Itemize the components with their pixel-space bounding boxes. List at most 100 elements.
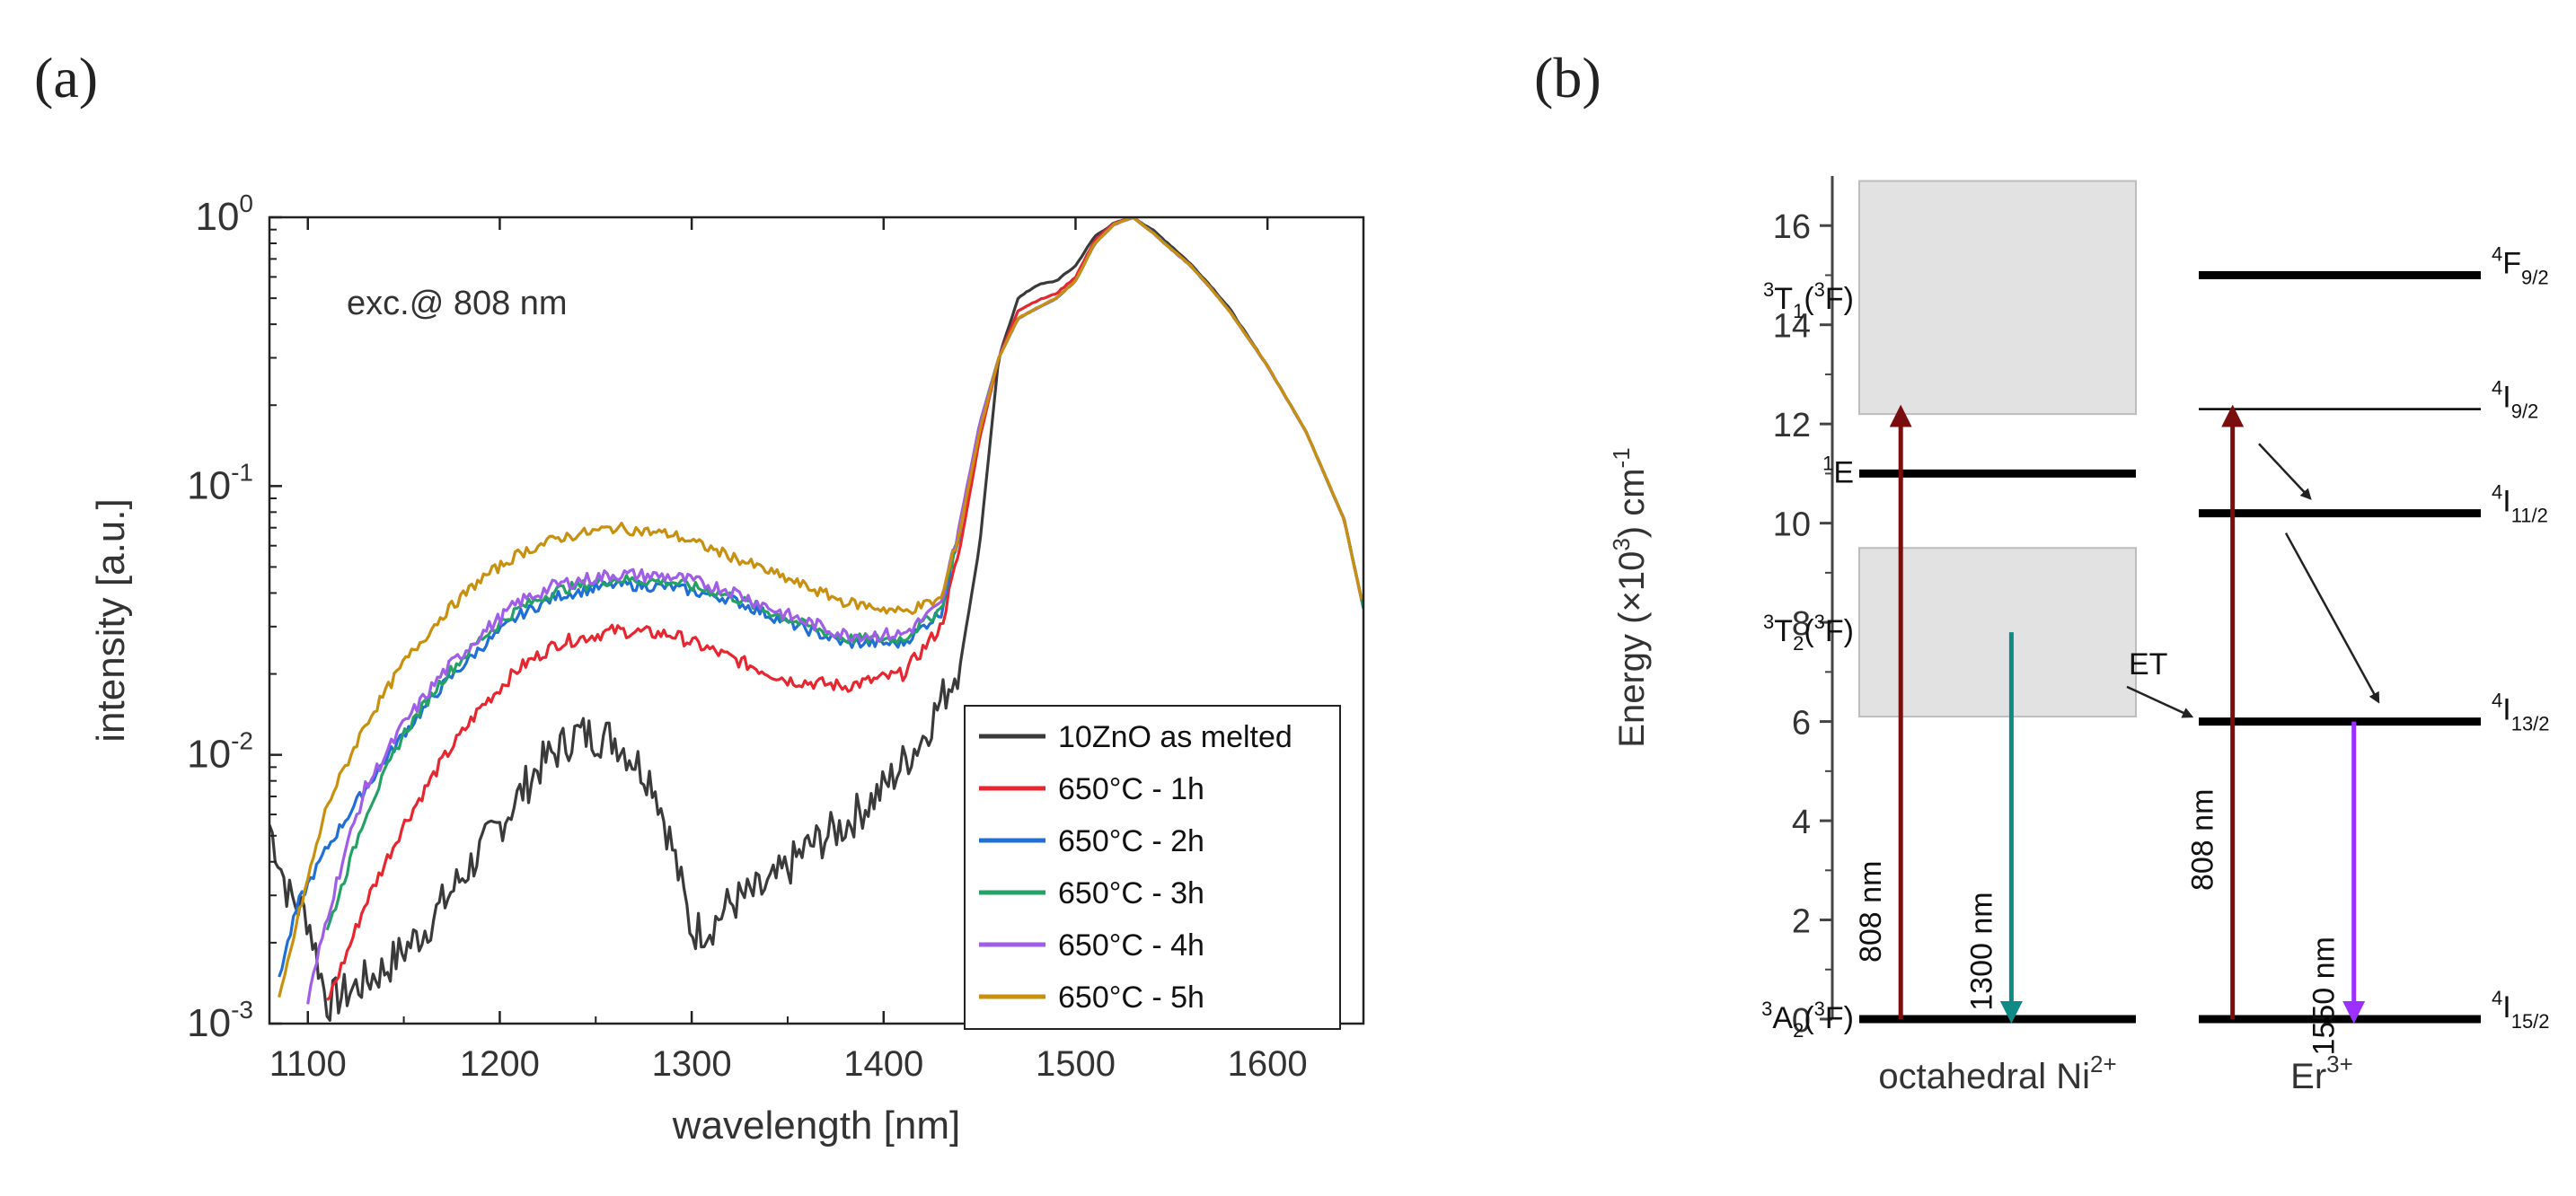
relaxation-arrow-2: [2284, 532, 2380, 704]
energy-title-tail: ) cm: [1612, 468, 1652, 538]
y-tick-label: 10-1: [187, 458, 253, 507]
er-level-label-4F9/2: 4F9/2: [2492, 242, 2549, 288]
ni-level-end: F): [1825, 282, 1854, 316]
ni-level-tail: (: [1804, 1001, 1814, 1035]
legend-label-5: 650°C - 5h: [1058, 981, 1204, 1015]
band-3T1-band: [1858, 180, 2137, 416]
band-3T2-band: [1858, 547, 2137, 718]
er-level-label-4I9/2: 4I9/2: [2492, 377, 2538, 423]
er-level-label-4I11/2: 4I11/2: [2492, 481, 2548, 527]
ni-level-pre: 3: [1763, 278, 1774, 301]
er-level-label-4I13/2: 4I13/2: [2492, 690, 2550, 735]
plot-a-frame: [268, 215, 1365, 1025]
legend-label-4: 650°C - 4h: [1058, 928, 1204, 963]
er-column-sup: 3+: [2326, 1051, 2353, 1077]
er-level-pre: 4: [2492, 377, 2502, 400]
y-axis-title: intensity [a.u.]: [89, 498, 133, 742]
energy-transfer-label: ET: [2129, 647, 2167, 682]
panel-a-plot: 1100 1200 1300 1400 1500 160010-310-210-1100w…: [89, 189, 1365, 1148]
excitation-annotation: exc.@ 808 nm: [347, 285, 568, 322]
y-tick-base: 10: [195, 195, 239, 239]
ni-level-tail: (: [1804, 282, 1814, 316]
er-level-sub: 11/2: [2511, 505, 2548, 527]
series-line-0: [269, 217, 1363, 1022]
er-level-pre: 4: [2492, 481, 2502, 504]
energy-tick-label: 2: [1792, 903, 1811, 941]
panel-b-label: (b): [1534, 46, 1601, 110]
y-tick-exponent: -1: [231, 458, 253, 486]
energy-tick-label: 10: [1773, 506, 1811, 544]
ni-column-sup: 2+: [2090, 1051, 2117, 1077]
series-line-5: [278, 217, 1363, 998]
y-tick-base: 10: [187, 1001, 231, 1045]
x-tick-label: 1200: [460, 1044, 540, 1084]
energy-tick-label: 4: [1792, 804, 1811, 841]
ni-level-label-3T1: 3T1(3F): [1763, 278, 1854, 322]
er-column-text: Er: [2290, 1057, 2326, 1096]
energy-tick-label: 8: [1792, 605, 1811, 643]
ni-level-sup2: 3: [1814, 278, 1825, 301]
x-tick-label: 1300: [652, 1044, 732, 1084]
energy-transfer-arrow: [2126, 685, 2194, 718]
er-level-sub: 9/2: [2521, 266, 2549, 288]
transition-label-2: 808 nm: [2186, 789, 2220, 891]
energy-tick-label: 12: [1773, 407, 1811, 444]
x-tick-label: 1600: [1228, 1044, 1308, 1084]
ni-level-sub: 2: [1793, 632, 1804, 655]
legend-label-3: 650°C - 3h: [1058, 876, 1204, 910]
ni-level-label-3A2: 3A2(3F): [1761, 998, 1854, 1042]
ni-level-pre: 3: [1763, 611, 1774, 633]
series-group: [269, 217, 1363, 1022]
er-level-main: I: [2502, 693, 2510, 727]
ni-level-tail: (: [1804, 614, 1814, 648]
ni-level-sup2: 3: [1814, 611, 1825, 633]
legend-label-1: 650°C - 1h: [1058, 772, 1204, 806]
er-level-pre: 4: [2492, 690, 2502, 712]
energy-title-main: Energy (×10: [1612, 551, 1652, 748]
y-tick-exponent: -3: [231, 996, 253, 1024]
y-tick-exponent: -2: [231, 727, 253, 755]
y-tick-label: 10-3: [187, 996, 253, 1045]
ni-level-end: F): [1825, 614, 1854, 648]
ni-level-main: T: [1774, 282, 1793, 316]
ni-level-pre: 3: [1761, 998, 1772, 1020]
ni-level-label-1E: 1E: [1822, 452, 1854, 489]
legend: 10ZnO as melted 650°C - 1h 650°C - 2h 650°C…: [964, 705, 1341, 1030]
ni-level-main: T: [1774, 614, 1793, 648]
ni-level-main: E: [1833, 455, 1854, 489]
legend-label-0: 10ZnO as melted: [1058, 720, 1292, 754]
y-tick-label: 10-2: [187, 727, 253, 777]
er-level-main: I: [2502, 381, 2510, 415]
ni-level-pre: 1: [1822, 452, 1833, 474]
er-level-sub: 9/2: [2511, 400, 2539, 423]
y-tick-base: 10: [187, 733, 231, 777]
er-level-pre: 4: [2492, 987, 2502, 1009]
transition-label-0: 808 nm: [1854, 861, 1888, 963]
transition-label-1: 1300 nm: [1964, 892, 1998, 1010]
ni-level-main: A: [1772, 1001, 1793, 1035]
er-level-main: F: [2502, 246, 2521, 280]
x-tick-label: 1500: [1036, 1044, 1116, 1084]
ni-level-sub: 1: [1793, 300, 1804, 322]
y-tick-label: 100: [195, 189, 253, 239]
energy-title-sup: 3: [1608, 538, 1635, 550]
er-level-sub: 13/2: [2511, 713, 2550, 735]
er-level-pre: 4: [2492, 242, 2502, 265]
energy-title-sup2: -1: [1608, 447, 1635, 468]
ni-column-label: octahedral Ni2+: [1878, 1051, 2116, 1096]
x-tick-label: 1100: [269, 1044, 347, 1084]
energy-tick-label: 16: [1773, 208, 1811, 246]
y-tick-exponent: 0: [239, 189, 253, 217]
y-tick-base: 10: [187, 463, 231, 507]
energy-tick-label: 14: [1773, 308, 1811, 346]
er-level-main: I: [2502, 485, 2510, 519]
er-level-label-4I15/2: 4I15/2: [2492, 987, 2550, 1033]
x-tick-label: 1400: [843, 1044, 923, 1084]
ni-level-label-3T2: 3T2(3F): [1763, 611, 1854, 655]
panel-a-label: (a): [34, 46, 98, 110]
x-axis-title: wavelength [nm]: [672, 1104, 960, 1148]
ni-level-end: F): [1825, 1001, 1854, 1035]
ni-column-text: octahedral Ni: [1878, 1057, 2090, 1096]
